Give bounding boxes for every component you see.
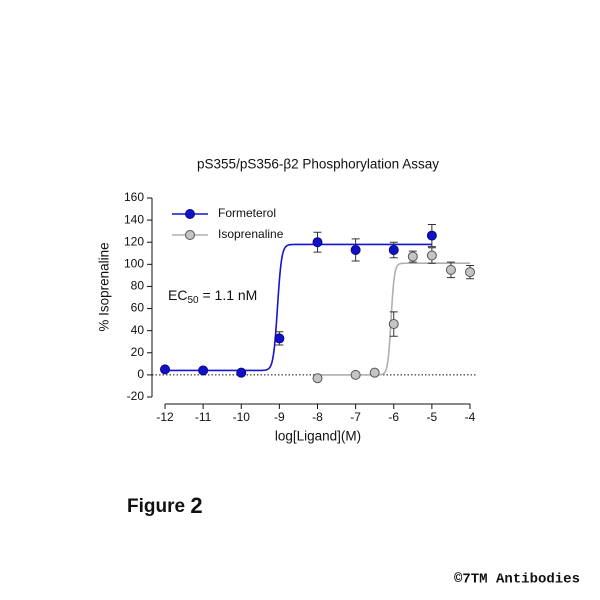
legend-label: Isoprenaline [218,227,284,241]
data-point [312,237,323,248]
data-point [426,250,437,261]
data-point [426,230,437,241]
x-tick-label: -4 [465,410,476,424]
x-tick-label: -12 [156,410,174,424]
y-tick-label: 20 [131,345,145,359]
y-tick-label: 60 [131,301,145,315]
figure-label-text: Figure [127,496,185,517]
x-tick-label: -7 [350,410,361,424]
y-tick-label: 0 [137,367,144,381]
fit-curve [165,243,432,372]
data-point [236,367,247,378]
legend-label: Formeterol [218,206,276,220]
y-tick-label: 120 [124,234,144,248]
data-point [465,267,475,278]
data-point [198,365,209,376]
figure-label: Figure 2 [127,493,203,518]
annotation-subscript: 50 [187,295,199,306]
figure-number: 2 [190,493,202,518]
annotation: EC50 = 1.1 nM [168,287,257,306]
data-point [312,373,323,384]
annotation-rest: = 1.1 nM [199,287,258,303]
data-point [388,319,399,330]
data-point [274,333,285,344]
y-tick-label: 160 [124,190,144,204]
data-point [388,244,399,255]
x-axis-label: log[Ligand](M) [275,429,361,444]
data-point [445,264,456,275]
data-point [369,367,380,378]
y-axis-label: % Isoprenaline [97,242,112,331]
x-tick-label: -9 [274,410,285,424]
y-tick-label: 80 [131,279,145,293]
data-point [350,244,361,255]
x-tick-label: -8 [312,410,323,424]
y-tick-label: 40 [131,323,145,337]
x-tick-label: -5 [427,410,438,424]
data-point [160,364,170,375]
x-tick-label: -6 [388,410,399,424]
x-tick-label: -11 [195,410,212,424]
x-tick-label: -10 [233,410,251,424]
data-point [350,369,361,380]
data-point [407,251,418,262]
chart-title: pS355/pS356-β2 Phosphorylation Assay [197,157,439,172]
legend-marker [185,230,195,240]
legend-marker [185,209,195,219]
fit-curve [317,262,470,376]
y-tick-label: -20 [127,389,145,403]
footer: ©7TM Antibodies [454,572,580,588]
annotation-text: EC [168,287,187,303]
y-tick-label: 100 [124,257,144,271]
y-tick-label: 140 [124,212,144,226]
